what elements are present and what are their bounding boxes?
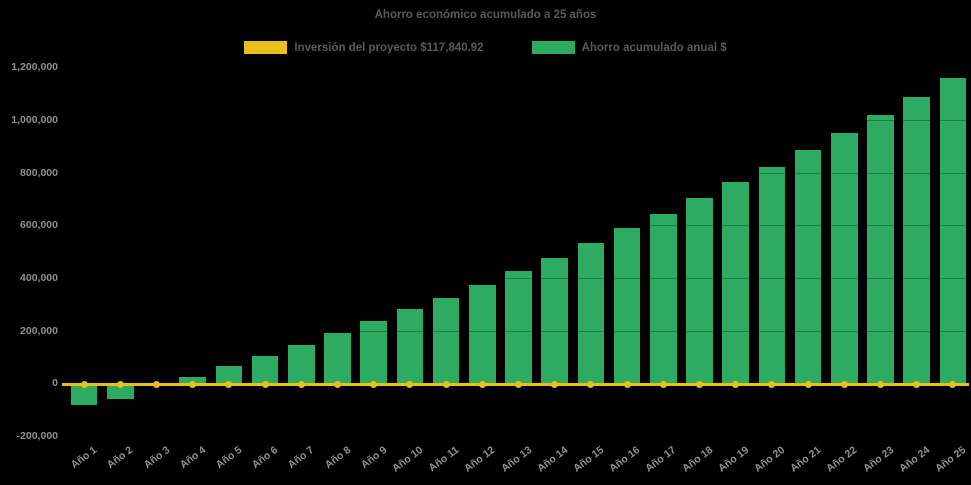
gridline	[66, 435, 969, 437]
savings-legend-swatch	[531, 41, 575, 54]
investment-line-marker	[768, 380, 776, 388]
chart-title: Ahorro económico acumulado a 25 años	[374, 9, 597, 21]
x-axis-tick-label: Año 20	[751, 444, 788, 475]
investment-line-marker	[623, 380, 631, 388]
investment-legend-swatch	[244, 41, 288, 54]
bar-ano-6	[251, 356, 279, 384]
x-axis-tick-label: Año 16	[607, 444, 643, 475]
bar-ano-1	[70, 383, 98, 405]
gridline	[66, 225, 969, 227]
bar-ano-23	[867, 115, 894, 384]
bar-ano-5	[215, 365, 243, 384]
investment-line-marker	[153, 380, 160, 388]
gridline	[66, 119, 969, 121]
x-axis-tick-label: Año 12	[462, 444, 498, 475]
bar-ano-4	[179, 376, 206, 384]
x-axis-tick-label: Año 19	[715, 444, 751, 475]
legend-label: Ahorro acumulado anual $	[581, 41, 727, 54]
bar-ano-13	[505, 271, 532, 384]
bar-ano-14	[541, 257, 568, 384]
y-axis-tick-label: 0	[52, 377, 58, 390]
gridline	[66, 330, 969, 332]
x-axis-tick-label: Año 21	[788, 444, 824, 475]
bar-ano-19	[722, 182, 749, 384]
investment-line-marker	[515, 380, 522, 388]
bar-ano-11	[432, 297, 460, 384]
investment-line-marker	[334, 380, 341, 388]
bar-ano-12	[469, 284, 496, 384]
investment-line-marker	[297, 380, 305, 388]
investment-line-marker	[659, 380, 667, 388]
bar-ano-10	[396, 309, 424, 384]
x-axis-tick-label: Año 7	[285, 444, 317, 472]
bar-ano-22	[831, 132, 858, 384]
investment-line-marker	[261, 380, 269, 388]
investment-line-marker	[804, 380, 812, 388]
bar-ano-25	[939, 78, 967, 384]
bar-ano-7	[288, 345, 315, 384]
y-axis-tick-label: 400,000	[20, 271, 58, 284]
x-axis-tick-label: Año 2	[104, 444, 136, 472]
x-axis-tick-label: Año 4	[177, 444, 208, 472]
x-axis-tick-label: Año 15	[570, 444, 607, 475]
x-axis-tick-label: Año 23	[860, 444, 896, 475]
legend-label: Inversión del proyecto $117,840.92	[294, 41, 484, 54]
legend-item: Inversión del proyecto $117,840.92	[244, 41, 484, 54]
x-axis-tick-label: Año 3	[141, 444, 172, 472]
bar-ano-15	[577, 242, 605, 384]
bar-ano-17	[650, 213, 677, 384]
x-axis-tick-label: Año 8	[322, 444, 353, 472]
gridline	[66, 277, 969, 279]
y-axis-tick-label: -200,000	[16, 429, 58, 442]
x-axis-tick-label: Año 5	[213, 444, 245, 472]
y-axis-tick-label: 600,000	[20, 219, 58, 232]
x-axis-tick-label: Año 18	[679, 444, 715, 475]
bar-ano-18	[686, 198, 713, 384]
x-axis-tick-label: Año 1	[68, 444, 100, 472]
x-axis-tick-label: Año 22	[824, 444, 860, 475]
legend-item: Ahorro acumulado anual $	[531, 41, 727, 54]
investment-line-marker	[478, 380, 486, 388]
y-axis-tick-label: 1,000,000	[11, 113, 58, 126]
x-axis-tick-label: Año 14	[534, 444, 570, 475]
x-axis-tick-label: Año 25	[932, 444, 969, 475]
investment-line-marker	[116, 380, 124, 388]
x-axis-tick-label: Año 13	[498, 444, 534, 475]
investment-line-marker	[587, 380, 595, 388]
investment-line-marker	[80, 380, 88, 388]
gridline	[66, 172, 969, 174]
y-axis-tick-label: 1,200,000	[11, 61, 58, 74]
investment-line-marker	[225, 380, 233, 388]
bar-ano-16	[613, 228, 641, 384]
investment-line-marker	[840, 380, 848, 388]
bar-ano-2	[107, 383, 134, 400]
bar-ano-8	[324, 332, 351, 384]
x-axis-tick-label: Año 9	[358, 444, 389, 472]
x-axis-tick-label: Año 24	[896, 444, 932, 475]
x-axis-tick-label: Año 17	[643, 444, 679, 475]
legend: Inversión del proyecto $117,840.92 Ahorro…	[0, 41, 971, 54]
investment-line-marker	[877, 380, 884, 388]
investment-line-marker	[406, 380, 414, 388]
investment-line-marker	[696, 380, 703, 388]
investment-line-marker	[949, 380, 957, 388]
y-axis-tick-label: 800,000	[20, 166, 58, 179]
investment-line-marker	[732, 380, 740, 388]
investment-line-marker	[913, 380, 921, 388]
bar-ano-20	[758, 167, 786, 384]
bar-ano-9	[360, 321, 387, 384]
x-axis-tick-label: Año 6	[249, 444, 281, 472]
investment-line-marker	[551, 380, 559, 388]
investment-line-marker	[442, 380, 450, 388]
investment-line-marker	[370, 380, 378, 388]
gridline	[66, 67, 969, 69]
bar-ano-21	[794, 149, 822, 384]
y-axis-tick-label: 200,000	[20, 324, 58, 337]
x-axis-tick-label: Año 11	[426, 444, 462, 475]
bar-ano-24	[903, 97, 930, 384]
investment-line-marker	[189, 380, 197, 388]
x-axis-tick-label: Año 10	[389, 444, 426, 475]
